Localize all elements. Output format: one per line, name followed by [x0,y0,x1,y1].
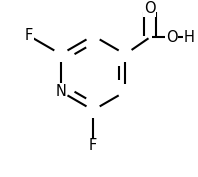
Text: F: F [25,28,33,43]
Text: N: N [55,84,66,99]
Text: O: O [166,30,178,45]
Text: F: F [89,138,97,153]
Text: O: O [144,1,156,16]
Text: H: H [183,30,194,45]
